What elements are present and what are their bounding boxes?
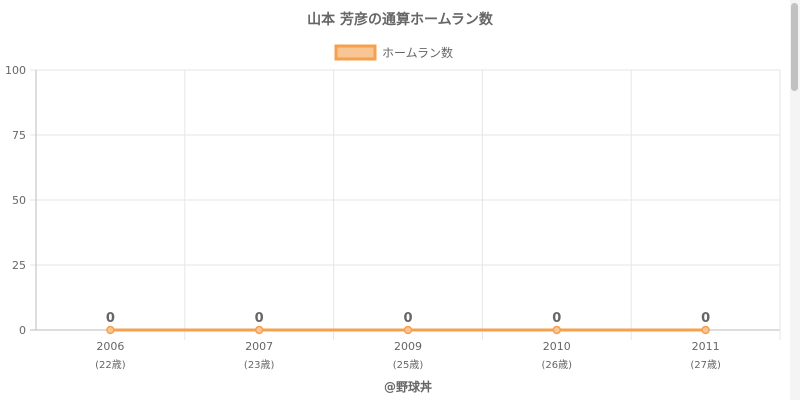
data-label: 0 (552, 311, 561, 326)
y-tick-label: 25 (12, 259, 26, 272)
x-tick-sublabel: (27歳) (690, 359, 721, 371)
x-tick-label: 2009 (394, 340, 422, 353)
x-tick-sublabel: (26歳) (542, 359, 573, 371)
data-label: 0 (403, 311, 412, 326)
data-point (254, 325, 264, 335)
y-tick-label: 100 (5, 64, 26, 77)
data-point (106, 325, 115, 335)
data-point (403, 325, 413, 335)
x-tick-label: 2006 (96, 340, 124, 353)
y-tick-label: 0 (19, 324, 26, 337)
x-tick-sublabel: (22歳) (95, 359, 126, 371)
data-label: 0 (255, 311, 264, 326)
footer-credit: @野球丼 (384, 379, 432, 394)
y-tick-label: 75 (12, 129, 26, 142)
legend-label: ホームラン数 (382, 45, 453, 60)
y-axis: 0 25 50 75 100 (5, 64, 26, 337)
scrollbar[interactable] (790, 0, 800, 400)
data-point (552, 325, 562, 335)
x-axis: 2006 (22歳) 2007 (23歳) 2009 (25歳) 2010 (26歳) 2011… (95, 340, 721, 371)
chart-title: 山本 芳彦の通算ホームラン数 (307, 11, 494, 28)
data-label: 0 (701, 311, 710, 326)
y-tick-label: 50 (12, 194, 26, 207)
x-tick-sublabel: (25歳) (393, 359, 424, 371)
data-point (701, 325, 710, 335)
grid (30, 69, 781, 340)
data-label: 0 (106, 311, 115, 326)
x-tick-label: 2010 (543, 340, 571, 353)
scrollbar-thumb[interactable] (791, 3, 798, 91)
legend-swatch (334, 44, 377, 61)
x-tick-label: 2011 (692, 340, 720, 353)
x-tick-sublabel: (23歳) (244, 359, 275, 371)
series-home-runs: 0 0 0 0 0 (106, 311, 710, 335)
legend[interactable]: ホームラン数 (334, 44, 453, 61)
x-tick-label: 2007 (245, 340, 273, 353)
